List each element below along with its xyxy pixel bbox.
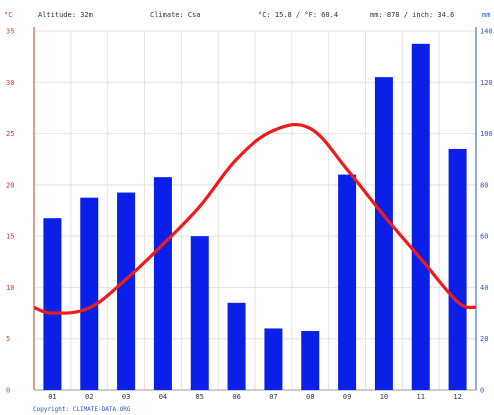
temperature-point-03: [124, 277, 128, 281]
precipitation-bar-10: [374, 77, 393, 391]
x-tick-label-10: 10: [380, 393, 388, 401]
x-tick-label-07: 07: [269, 393, 277, 401]
x-tick-label-12: 12: [453, 393, 461, 401]
right-tick-label: 0: [480, 387, 484, 395]
left-tick-label: 30: [6, 79, 14, 87]
temperature-point-09: [345, 167, 349, 172]
precipitation-bar-01: [43, 218, 62, 390]
left-tick-label: 25: [6, 130, 14, 138]
precipitation-bar-02: [80, 197, 99, 390]
precipitation-bar-07: [264, 328, 283, 390]
x-tick-label-03: 03: [122, 393, 130, 401]
precipitation-bar-12: [448, 148, 467, 390]
copyright-label: Copyright: CLIMATE-DATA.ORG: [33, 406, 131, 413]
precipitation-bar-04: [153, 177, 172, 390]
temperature-point-01: [50, 311, 55, 315]
axes: [33, 27, 477, 391]
temperature-point-08: [308, 126, 312, 131]
right-tick-label: 140: [480, 28, 493, 36]
left-tick-label: 35: [6, 28, 14, 36]
right-tick-label: 80: [480, 181, 488, 189]
x-tick-label-04: 04: [159, 393, 167, 401]
right-tick-label: 40: [480, 284, 488, 292]
x-tick-label-05: 05: [196, 393, 204, 401]
left-tick-label: 0: [6, 387, 10, 395]
right-axis-unit: mm: [482, 11, 490, 19]
x-tick-label-11: 11: [417, 393, 425, 401]
temperature-point-12: [455, 300, 460, 304]
climate-label: Climate: Csa: [150, 11, 201, 19]
x-tick-label-02: 02: [85, 393, 93, 401]
temperature-point-05: [198, 204, 202, 208]
temperature-point-06: [234, 157, 239, 161]
temperature-line-path: [33, 122, 477, 315]
temperature-point-10: [382, 214, 386, 218]
left-tick-label: 15: [6, 233, 14, 241]
right-tick-label: 60: [480, 233, 488, 241]
left-axis-unit: °C: [4, 11, 12, 19]
left-tick-label: 20: [6, 181, 14, 189]
x-tick-label-09: 09: [343, 393, 351, 401]
precipitation-bar-11: [411, 43, 430, 390]
x-tick-label-01: 01: [48, 393, 56, 401]
precipitation-bar-08: [301, 331, 320, 390]
precipitation-bar-03: [117, 192, 136, 390]
temperature-point-02: [87, 306, 91, 310]
precipitation-average-label: mm: 878 / inch: 34.6: [370, 11, 454, 19]
left-tick-label: 10: [6, 284, 14, 292]
right-tick-label: 20: [480, 335, 488, 343]
temperature-line: [33, 122, 477, 315]
precipitation-bar-05: [190, 236, 209, 390]
temperature-average-label: °C: 15.8 / °F: 60.4: [258, 11, 338, 19]
temperature-point-04: [161, 242, 165, 246]
precipitation-bars: [43, 43, 467, 391]
precipitation-bar-06: [227, 302, 246, 390]
gridlines: [33, 30, 477, 391]
left-tick-label: 5: [6, 335, 10, 343]
x-tick-label-06: 06: [232, 393, 240, 401]
temperature-point-07: [271, 128, 276, 133]
altitude-label: Altitude: 32m: [38, 11, 93, 19]
temperature-point-11: [419, 257, 423, 261]
right-tick-label: 100: [480, 130, 493, 138]
right-tick-label: 120: [480, 79, 493, 87]
x-tick-label-08: 08: [306, 393, 314, 401]
precipitation-bar-09: [338, 174, 357, 390]
